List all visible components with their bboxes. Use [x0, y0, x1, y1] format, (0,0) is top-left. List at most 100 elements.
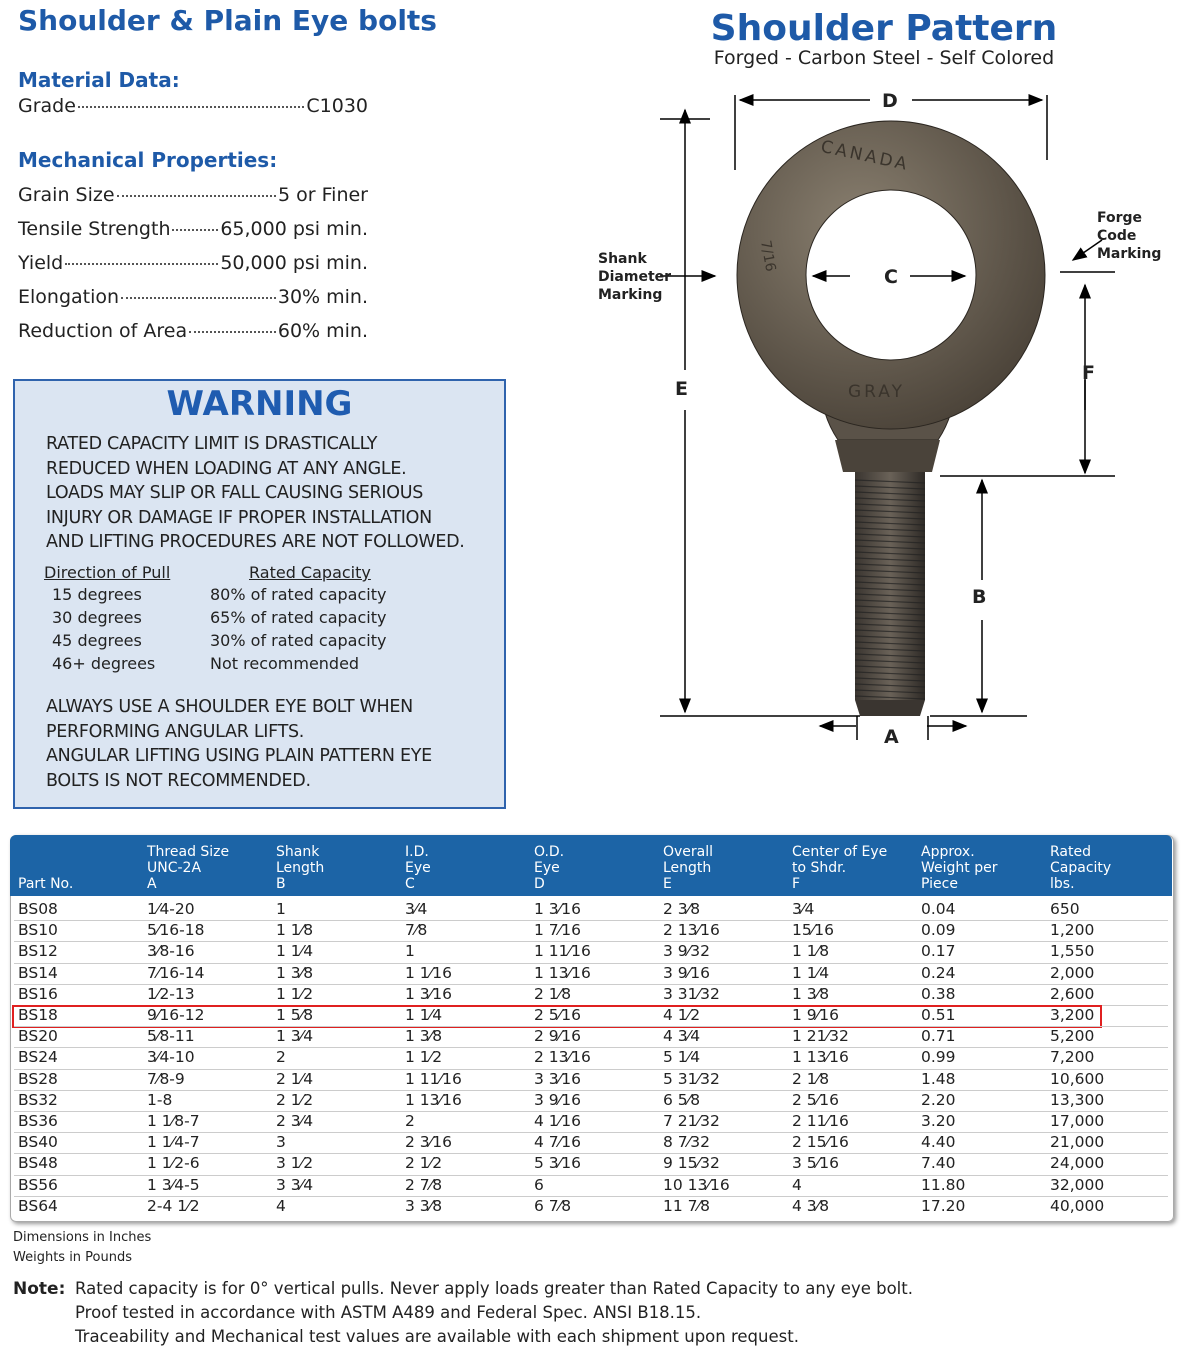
row-divider: [14, 1026, 1168, 1028]
cell: 1.48: [921, 1069, 956, 1088]
property-name: Elongation: [18, 286, 120, 308]
property-row: Reduction of Area 60% min.: [18, 320, 368, 342]
cell: 2 11⁄16: [792, 1112, 849, 1130]
cell: 6 5⁄8: [663, 1090, 701, 1109]
cell: 1,200: [1050, 921, 1095, 940]
property-value: 30% min.: [277, 286, 368, 308]
cell: 5,200: [1050, 1027, 1095, 1046]
cell: 1 9⁄16: [792, 1006, 839, 1024]
cell: 11 7⁄8: [663, 1196, 710, 1215]
cell: BS48: [18, 1154, 58, 1173]
cell: 11.80: [921, 1175, 966, 1194]
cell: 2 5⁄16: [792, 1090, 839, 1109]
thread: [854, 689, 926, 694]
thread: [854, 485, 926, 490]
thread: [854, 611, 926, 616]
diagram-subtitle: Forged - Carbon Steel - Self Colored: [713, 47, 1055, 69]
cell: 7 21⁄32: [663, 1112, 720, 1130]
diagram-title: Shoulder Pattern: [710, 8, 1058, 49]
capacity: 80% of rated capacity: [210, 585, 387, 604]
row-divider: [14, 1153, 1168, 1155]
cell: 17.20: [921, 1196, 966, 1215]
thread: [854, 497, 926, 502]
cell: 1 13⁄16: [792, 1048, 849, 1067]
cell: 6 7⁄8: [534, 1196, 572, 1215]
cell: 4 1⁄2: [663, 1006, 701, 1024]
dot-leader: [121, 297, 276, 299]
cell: BS28: [18, 1069, 58, 1088]
angle: 46+ degrees: [52, 654, 156, 673]
cell: 4: [792, 1175, 802, 1194]
thread: [854, 569, 926, 574]
thread: [854, 479, 926, 484]
thread: [854, 599, 926, 604]
column-header: Shank Length B: [276, 844, 325, 892]
cell: 5 1⁄4: [663, 1048, 701, 1067]
cell: 7,200: [1050, 1048, 1095, 1067]
cell: 1 3⁄8: [276, 963, 314, 982]
column-header: Direction of Pull: [44, 563, 171, 582]
cell: 7⁄8-9: [147, 1069, 185, 1088]
thread: [854, 641, 926, 646]
cell: 2: [405, 1112, 415, 1130]
cell: 2,600: [1050, 984, 1095, 1003]
capacity: 65% of rated capacity: [210, 608, 387, 627]
cell: 2 3⁄8: [663, 900, 701, 918]
cell: 3⁄4: [792, 900, 815, 918]
dot-leader: [189, 331, 276, 333]
casting-text: GRAY: [848, 382, 905, 402]
cell: 3 5⁄16: [792, 1154, 839, 1173]
cell: 4 3⁄4: [663, 1027, 701, 1046]
cell: 0.17: [921, 942, 956, 961]
thread: [854, 545, 926, 550]
marking-label: Forge: [1097, 210, 1143, 226]
cell: 1 1⁄8: [276, 921, 314, 940]
warning-box: [13, 379, 506, 809]
cell: 3⁄8-16: [147, 942, 195, 961]
cell: 1: [405, 942, 415, 961]
row-divider: [14, 983, 1168, 985]
cell: BS16: [18, 984, 58, 1003]
property-value: 50,000 psi min.: [220, 252, 368, 274]
cell: 0.99: [921, 1048, 956, 1067]
cell: 3⁄4-10: [147, 1048, 195, 1067]
capacity: 30% of rated capacity: [210, 631, 387, 650]
thread: [854, 605, 926, 610]
note-line: Rated capacity is for 0° vertical pulls.…: [75, 1279, 913, 1298]
cell: 0.09: [921, 921, 956, 940]
property-name: Yield: [18, 252, 64, 274]
capacity: Not recommended: [210, 654, 360, 673]
cell: 2 5⁄16: [534, 1006, 581, 1024]
dimension-label: F: [1082, 362, 1095, 384]
property-name: Reduction of Area: [18, 320, 188, 342]
row-divider: [14, 920, 1168, 922]
cell: 3 31⁄32: [663, 984, 720, 1003]
cell: 3⁄4: [405, 900, 428, 918]
cell: 1 1⁄2-6: [147, 1154, 200, 1173]
thread: [854, 515, 926, 520]
cell: 0.38: [921, 984, 956, 1003]
cell: 24,000: [1050, 1154, 1105, 1173]
cell: 1,550: [1050, 942, 1095, 961]
cell: 1-8: [147, 1090, 173, 1109]
warning-line: ALWAYS USE A SHOULDER EYE BOLT WHEN: [46, 697, 413, 717]
cell: 3,200: [1050, 1006, 1095, 1024]
cell: 6: [534, 1175, 544, 1194]
warning-line: INJURY OR DAMAGE IF PROPER INSTALLATION: [46, 507, 432, 528]
cell: 1 11⁄16: [534, 942, 591, 961]
cell: 1: [276, 900, 286, 918]
cell: 2: [276, 1048, 286, 1067]
cell: 5 31⁄32: [663, 1069, 720, 1088]
cell: 2 1⁄2: [405, 1154, 443, 1173]
thread: [854, 563, 926, 568]
unit-note: Weights in Pounds: [13, 1250, 133, 1265]
material-heading: Material Data:: [18, 68, 180, 92]
row-divider: [14, 1089, 1168, 1091]
cell: 4 3⁄8: [792, 1196, 830, 1215]
property-row: Elongation 30% min.: [18, 286, 368, 308]
cell: 1 3⁄16: [534, 900, 581, 918]
cell: 1 1⁄4-7: [147, 1133, 200, 1152]
cell: 1 3⁄16: [405, 984, 452, 1003]
cell: 2,000: [1050, 963, 1095, 982]
cell: 650: [1050, 900, 1080, 918]
